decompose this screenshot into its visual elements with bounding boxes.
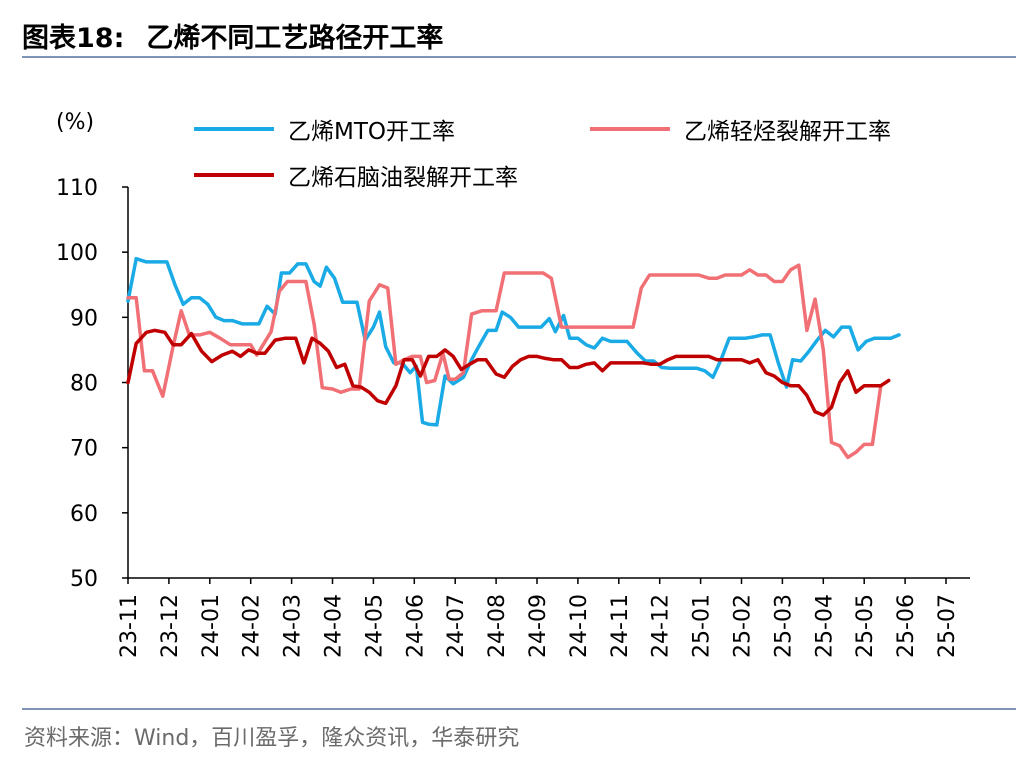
x-tick-label: 24-12 — [649, 594, 674, 658]
legend-swatch-mto — [194, 127, 274, 131]
line-chart: 50 60 70 80 90 100 110 23-11 23-12 24-01 24-02 24-0… — [56, 176, 970, 658]
legend-item-mto: 乙烯MTO开工率 — [194, 112, 455, 146]
y-tick-label: 80 — [70, 372, 98, 397]
legend-item-naphtha-crack: 乙烯石脑油裂解开工率 — [194, 158, 518, 192]
y-tick-label: 100 — [56, 241, 98, 266]
x-tick-label: 25-02 — [731, 594, 756, 658]
x-tick-label: 24-05 — [362, 594, 387, 658]
figure-title: 乙烯不同工艺路径开工率 — [146, 23, 444, 54]
header-divider — [22, 56, 1016, 58]
x-tick-label: 24-09 — [526, 594, 551, 658]
x-tick-label: 25-06 — [894, 594, 919, 658]
legend-item-light-crack: 乙烯轻烃裂解开工率 — [590, 112, 891, 146]
x-tick-label: 24-08 — [485, 594, 510, 658]
series-line-light-crack — [126, 263, 883, 460]
x-tick-label: 24-07 — [444, 594, 469, 658]
x-tick-label: 25-04 — [812, 594, 837, 658]
x-tick-label: 23-11 — [117, 594, 142, 658]
legend-swatch-naphtha-crack — [194, 173, 274, 177]
y-axis-unit-label: (%) — [56, 110, 95, 135]
figure-header: 图表18: 乙烯不同工艺路径开工率 — [22, 14, 1018, 54]
x-tick-label: 24-06 — [403, 594, 428, 658]
figure-label: 图表18: — [22, 23, 125, 54]
x-tick-label: 24-03 — [281, 594, 306, 658]
source-note: 资料来源：Wind，百川盈孚，隆众资讯，华泰研究 — [24, 726, 520, 751]
x-tick-label: 24-11 — [608, 594, 633, 658]
x-tick-label: 24-10 — [567, 594, 592, 658]
y-tick-label: 110 — [56, 176, 98, 201]
series-line-mto — [126, 256, 901, 427]
legend-label-naphtha-crack: 乙烯石脑油裂解开工率 — [288, 165, 518, 191]
x-tick-label: 24-04 — [322, 594, 347, 658]
y-tick-label: 60 — [70, 502, 98, 527]
footer-divider — [22, 708, 1016, 710]
legend-label-light-crack: 乙烯轻烃裂解开工率 — [684, 119, 891, 145]
x-tick-label: 24-02 — [240, 594, 265, 658]
y-tick-label: 70 — [70, 437, 98, 462]
series-line-naphtha-crack — [126, 328, 891, 417]
x-tick-label: 24-01 — [199, 594, 224, 658]
x-tick-label: 23-12 — [158, 594, 183, 658]
figure-title-line: 图表18: 乙烯不同工艺路径开工率 — [22, 16, 443, 55]
x-tick-label: 25-05 — [853, 594, 878, 658]
y-tick-label: 90 — [70, 306, 98, 331]
y-tick-label: 50 — [70, 567, 98, 592]
x-tick-label: 25-01 — [690, 594, 715, 658]
x-tick-label: 25-07 — [935, 594, 960, 658]
x-tick-label: 25-03 — [771, 594, 796, 658]
legend-label-mto: 乙烯MTO开工率 — [288, 119, 455, 145]
legend-swatch-light-crack — [590, 127, 670, 131]
